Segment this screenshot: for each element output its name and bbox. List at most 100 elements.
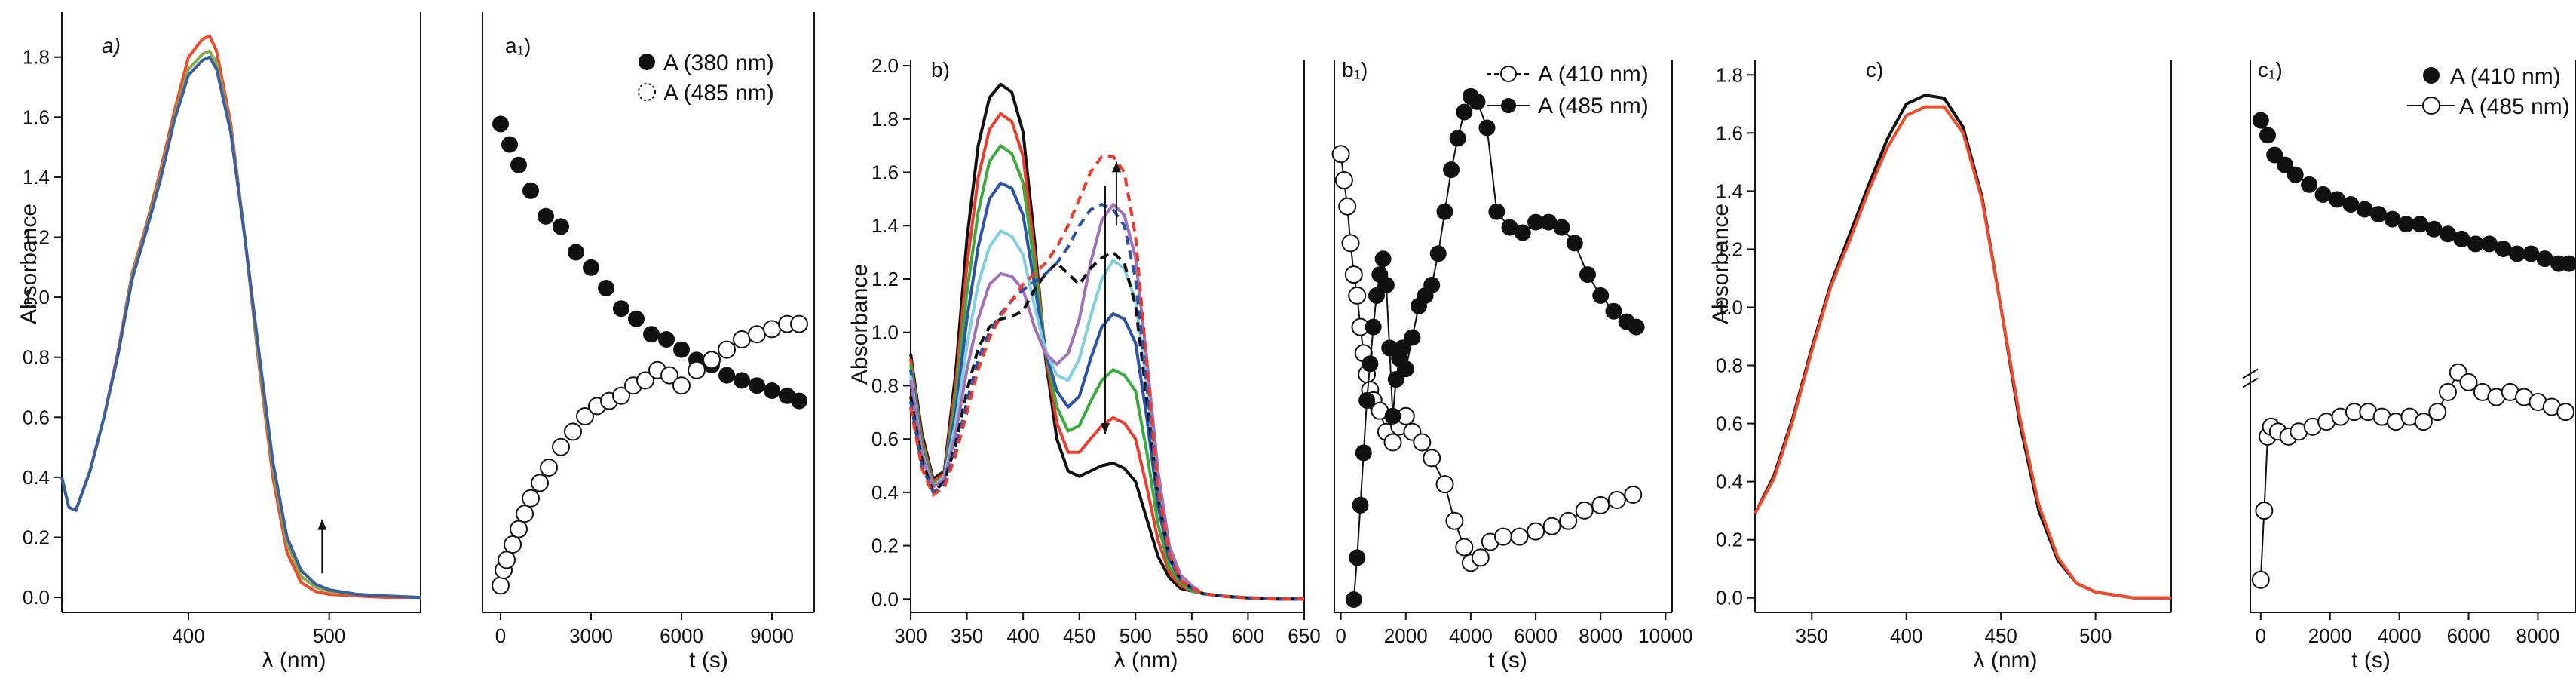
b1-data-point [1456, 103, 1473, 121]
c1-data-point [2522, 245, 2540, 262]
c1-data-point [2301, 176, 2318, 193]
legend-marker-filled [2423, 67, 2440, 84]
b1-data-point [1579, 266, 1596, 284]
a1-data-point [763, 320, 781, 339]
c1-data-point [2251, 570, 2270, 589]
b-y-tick-label: 0.4 [871, 481, 899, 504]
panel-c: Absorbance λ (nm) c) 350 400 450 500 0.0 0.2 0… [1708, 58, 2172, 673]
b1-data-point [1394, 339, 1411, 357]
c-y-tick-label: 1.2 [1716, 238, 1743, 260]
b1-data-point [1429, 245, 1447, 262]
b1-data-point [1423, 449, 1441, 468]
b1-data-point [1404, 329, 1421, 346]
a1-data-point [598, 280, 614, 296]
c1-data-point [2259, 127, 2276, 144]
b1-data-point [1368, 287, 1385, 304]
b-y-tick-label: 1.8 [871, 108, 899, 130]
b1-data-point [1348, 286, 1367, 305]
legend-marker-filled [639, 54, 655, 70]
b1-data-point [1553, 219, 1570, 236]
b1-x-tick-label: 6000 [1514, 624, 1558, 647]
b1-data-point [1527, 522, 1545, 541]
c-y-tick-label: 0.8 [1716, 354, 1743, 377]
b1-data-point [1374, 250, 1392, 268]
a-y-tick-label: 1.4 [23, 166, 50, 189]
c1-data-point [2560, 255, 2576, 272]
b1-data-point [1349, 549, 1366, 566]
b-series-s6 [909, 203, 1304, 601]
c-x-tick-label: 350 [1796, 624, 1828, 647]
a1-x-tick-label: 3000 [569, 624, 613, 647]
a1-data-point [516, 505, 534, 523]
c1-x-tick-label: 0 [2256, 624, 2266, 647]
a1-data-point [568, 244, 584, 261]
panel-c-xlabel: λ (nm) [1974, 648, 2038, 673]
panel-b-xlabel: λ (nm) [1114, 648, 1178, 673]
b1-data-point [1478, 119, 1496, 137]
c1-data-point [2314, 186, 2332, 203]
a1-data-point [612, 386, 630, 405]
c-y-tick-label: 1.8 [1716, 63, 1743, 86]
panel-a-ylabel: Absorbance [17, 204, 41, 324]
b1-data-point [1341, 234, 1360, 253]
b1-data-point [1362, 355, 1379, 373]
b1-data-point [1591, 495, 1610, 514]
a-y-tick-label: 1.6 [23, 106, 50, 128]
c1-data-point [2428, 403, 2447, 422]
a1-data-point [553, 218, 569, 235]
b1-data-point [1331, 145, 1350, 164]
panel-b1-legend: A (410 nm) A (485 nm) [1487, 62, 1649, 118]
panel-c-label: c) [1866, 58, 1883, 81]
b1-data-point [1423, 277, 1441, 293]
b1-data-point [1436, 203, 1453, 220]
b1-data-point [1469, 93, 1486, 110]
b1-data-point [1383, 433, 1402, 452]
c-x-tick-label: 500 [2079, 624, 2112, 647]
a1-data-point [790, 314, 808, 333]
b1-data-point [1628, 318, 1645, 336]
a1-data-point [688, 360, 706, 379]
b1-data-point [1358, 391, 1376, 409]
a1-data-point [749, 377, 765, 394]
b1-data-point [1514, 224, 1531, 241]
b1-data-point [1566, 235, 1583, 252]
a1-data-point [718, 340, 736, 359]
c-y-tick-label: 0.6 [1716, 413, 1743, 435]
a1-data-point [540, 459, 558, 477]
c1-x-tick-label: 2000 [2308, 624, 2352, 647]
a1-data-point [522, 182, 539, 199]
a1-data-point [703, 351, 721, 370]
c1-data-point [2397, 216, 2415, 233]
legend-marker-open [1500, 66, 1517, 82]
a-arrow-head [317, 519, 327, 530]
b-y-tick-label: 1.2 [871, 268, 899, 290]
a-y-tick-label: 0.8 [23, 346, 50, 369]
panel-b1-legend-label-1: A (485 nm) [1538, 94, 1649, 118]
b-y-tick-label: 1.0 [871, 321, 899, 344]
b1-data-point [1352, 496, 1369, 514]
panel-b1-label: b₁) [1342, 58, 1368, 81]
panel-c1-legend-label-0: A (410 nm) [2450, 64, 2561, 89]
c-y-tick-label: 0.2 [1716, 529, 1743, 551]
b1-data-point [1345, 591, 1362, 608]
c1-data-point [2255, 502, 2274, 520]
legend-marker-open [2422, 97, 2440, 115]
c1-data-point [2425, 220, 2443, 238]
a-x-tick-label: 500 [313, 624, 345, 647]
c-y-tick-label: 0.0 [1716, 587, 1743, 609]
a1-data-point [733, 330, 751, 348]
b1-x-tick-label: 4000 [1449, 624, 1493, 647]
a1-data-point [718, 367, 735, 384]
c1-data-point [2266, 146, 2283, 164]
b1-data-point [1334, 171, 1353, 189]
c-y-tick-label: 0.4 [1716, 471, 1743, 493]
b-y-tick-label: 0.6 [871, 428, 899, 450]
c1-data-point [2439, 382, 2457, 401]
a1-data-point [510, 520, 528, 538]
b1-x-tick-label: 2000 [1384, 624, 1428, 647]
b1-data-point [1413, 433, 1432, 452]
a1-data-point [510, 156, 527, 173]
a-y-tick-label: 0.4 [23, 466, 50, 489]
b-series-s8 [909, 203, 1304, 601]
